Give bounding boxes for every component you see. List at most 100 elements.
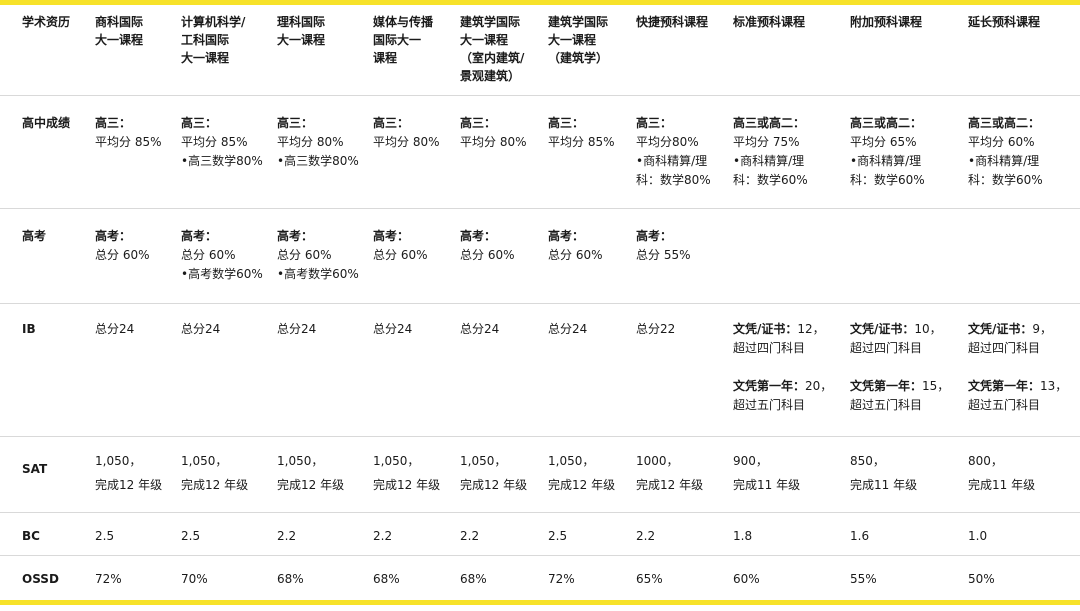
column-header-line: （建筑学） [548, 51, 609, 65]
cell-line: 平均分 80% [460, 134, 527, 149]
cell-ossd-7: 60% [733, 571, 760, 586]
cell-ossd-5: 72% [548, 571, 575, 586]
ib-diploma-first-year-detail: 超过五门科目 [850, 397, 923, 412]
column-header-line: 媒体与传播 [373, 15, 434, 29]
cell-line: 1,050， [548, 453, 595, 468]
column-header-line: 大一课程 [548, 33, 597, 47]
cell-sat-7: 900， 完成11 年级 [733, 436, 850, 513]
column-header-line: 附加预科课程 [850, 15, 923, 29]
ib-total-score: 总分24 [277, 321, 317, 336]
cell-line: 完成12 年级 [636, 477, 704, 492]
ib-certificate-line: 文凭/证书：9， [968, 320, 1080, 339]
cell-line: 总分 60% [548, 247, 603, 262]
column-header-line: （室内建筑/ [460, 51, 525, 65]
ib-total-score: 总分24 [95, 321, 135, 336]
column-header-line: 快捷预科课程 [636, 15, 709, 29]
column-header-line: 理科国际 [277, 15, 326, 29]
row-label-bc: BC [0, 512, 95, 556]
table-header-row: 学术资历 商科国际 大一课程 计算机科学/工科国际 大一课程 理科国际 大一课程 媒体与传播… [0, 5, 1080, 96]
cell-line: 总分 60% [277, 247, 332, 262]
table-body: 高中成绩 高三： 平均分 85% 高三： 平均分 85% •高三数学80% 高三： 平均分 8… [0, 95, 1080, 602]
ib-total-score: 总分24 [373, 321, 413, 336]
cell-line: 总分 60% [373, 247, 428, 262]
cell-gaokao-6: 高考： 总分 55% [636, 208, 733, 304]
cell-gpa-5: 高三： 平均分 85% [548, 95, 636, 209]
cell-line: 平均分 85% [548, 134, 615, 149]
ib-certificate-value: 9， [1032, 321, 1053, 336]
ib-diploma-first-year-value: 20， [805, 378, 833, 393]
column-header-0: 商科国际 大一课程 [95, 5, 181, 96]
cell-line: 平均分 80% [373, 134, 440, 149]
cell-gpa-6: 高三： 平均分80% •商科精算/理 科：数学80% [636, 95, 733, 209]
ib-certificate-label: 文凭/证书： [733, 321, 798, 336]
column-header-line: 商科国际 [95, 15, 144, 29]
cell-line: 高三： [277, 115, 314, 130]
column-header-line: 工科国际 [181, 33, 230, 47]
spacer [850, 358, 968, 377]
row-label-ossd: OSSD [22, 571, 59, 586]
cell-line: 完成11 年级 [850, 477, 918, 492]
cell-line: 完成12 年级 [548, 477, 616, 492]
cell-gpa-0: 高三： 平均分 85% [95, 95, 181, 209]
cell-ossd-8: 55% [850, 571, 877, 586]
cell-line: •高考数学60% [181, 266, 263, 281]
cell-ossd-6: 65% [636, 571, 663, 586]
cell-line: 完成12 年级 [460, 477, 528, 492]
bottom-accent-bar [0, 600, 1080, 605]
cell-ossd-0: 72% [95, 571, 122, 586]
ib-certificate-label: 文凭/证书： [850, 321, 915, 336]
cell-sat-9: 800， 完成11 年级 [968, 436, 1080, 513]
cell-sat-3: 1,050， 完成12 年级 [373, 436, 460, 513]
cell-ossd-1: 70% [181, 571, 208, 586]
cell-line: 高三： [95, 115, 132, 130]
ib-total-score: 总分24 [460, 321, 500, 336]
cell-ib-4: 总分24 [460, 303, 548, 437]
cell-line: 高三： [373, 115, 410, 130]
cell-ib-8: 文凭/证书：10， 超过四门科目 文凭第一年：15， 超过五门科目 [850, 303, 968, 437]
ib-diploma-first-year-label: 文凭第一年： [733, 378, 806, 393]
cell-line: 高三或高二： [968, 115, 1041, 130]
cell-line: •商科精算/理 [733, 153, 805, 168]
column-header-9: 延长预科课程 [968, 5, 1080, 96]
cell-gaokao-2: 高考： 总分 60% •高考数学60% [277, 208, 373, 304]
row-sat: SAT 1,050， 完成12 年级 1,050， 完成12 年级 1,050， 完成12 … [0, 436, 1080, 513]
cell-gaokao-5: 高考： 总分 60% [548, 208, 636, 304]
cell-gpa-8: 高三或高二： 平均分 65% •商科精算/理 科：数学60% [850, 95, 968, 209]
row-label-ib: IB [0, 303, 95, 437]
spacer [733, 358, 850, 377]
cell-ossd-4: 68% [460, 571, 487, 586]
cell-line: 1,050， [181, 453, 228, 468]
ib-certificate-line: 文凭/证书：10， [850, 320, 968, 339]
row-label-sat: SAT [0, 436, 95, 513]
cell-line: 平均分 65% [850, 134, 917, 149]
cell-line: •高三数学80% [277, 153, 359, 168]
cell-bc-3: 2.2 [373, 512, 460, 556]
column-header-line: 大一课程 [181, 51, 230, 65]
ib-certificate-line: 文凭/证书：12， [733, 320, 850, 339]
ib-certificate-detail: 超过四门科目 [733, 340, 806, 355]
cell-line: 平均分 85% [95, 134, 162, 149]
column-header-line: 计算机科学/ [181, 15, 246, 29]
cell-sat-0: 1,050， 完成12 年级 [95, 436, 181, 513]
cell-gpa-1: 高三： 平均分 85% •高三数学80% [181, 95, 277, 209]
cell-line: 高三或高二： [850, 115, 923, 130]
cell-gaokao-8 [850, 208, 968, 304]
cell-line: 完成12 年级 [277, 477, 345, 492]
cell-line: •商科精算/理 [850, 153, 922, 168]
column-header-line: 大一课程 [460, 33, 509, 47]
cell-line: 850， [850, 453, 885, 468]
ib-diploma-first-year-value: 13， [1040, 378, 1068, 393]
cell-line: 平均分 75% [733, 134, 800, 149]
cell-line: 平均分 85% [181, 134, 248, 149]
row-label-gaokao: 高考 [0, 208, 95, 304]
ib-diploma-first-year-value: 15， [922, 378, 950, 393]
cell-ossd-2: 68% [277, 571, 304, 586]
cell-ib-2: 总分24 [277, 303, 373, 437]
cell-line: •商科精算/理 [968, 153, 1040, 168]
cell-line: 高三： [636, 115, 673, 130]
cell-gpa-2: 高三： 平均分 80% •高三数学80% [277, 95, 373, 209]
cell-ib-6: 总分22 [636, 303, 733, 437]
row-bc: BC 2.5 2.5 2.2 2.2 2.2 2.5 2.2 1.8 1.6 1.0 [0, 512, 1080, 556]
column-header-6: 快捷预科课程 [636, 5, 733, 96]
